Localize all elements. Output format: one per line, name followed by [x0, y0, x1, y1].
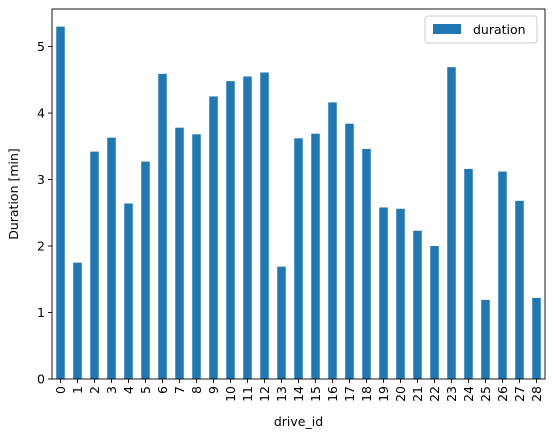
- x-tick-label: 17: [342, 386, 357, 402]
- x-tick-label: 18: [359, 386, 374, 402]
- x-tick-label: 15: [308, 386, 323, 402]
- bar-12: [260, 72, 269, 379]
- x-tick-label: 16: [325, 386, 340, 402]
- legend-label: duration: [473, 22, 526, 37]
- x-tick-label: 1: [70, 386, 85, 394]
- x-axis-label: drive_id: [274, 414, 323, 429]
- bar-8: [192, 134, 201, 379]
- x-tick-label: 6: [155, 386, 170, 394]
- bar-10: [226, 81, 235, 379]
- x-tick-label: 7: [172, 386, 187, 394]
- bar-26: [498, 171, 507, 379]
- bar-21: [413, 230, 422, 379]
- y-tick-label: 4: [37, 106, 45, 121]
- legend-swatch: [433, 24, 461, 34]
- bars-group: [56, 26, 541, 380]
- x-tick-label: 22: [427, 386, 442, 402]
- bar-4: [124, 203, 133, 379]
- y-tick-label: 3: [37, 172, 45, 187]
- x-tick-label: 14: [291, 386, 306, 402]
- y-axis-label: Duration [min]: [6, 148, 21, 240]
- bar-15: [311, 133, 320, 379]
- x-tick-label: 13: [274, 386, 289, 402]
- x-tick-label: 21: [410, 386, 425, 402]
- bar-14: [294, 138, 303, 379]
- x-tick-label: 12: [257, 386, 272, 402]
- x-tick-label: 20: [393, 386, 408, 402]
- bar-23: [447, 67, 456, 380]
- bar-27: [515, 200, 524, 379]
- x-tick-label: 2: [87, 386, 102, 394]
- x-tick-label: 4: [121, 386, 136, 394]
- y-tick-label: 1: [37, 305, 45, 320]
- bar-0: [56, 26, 65, 379]
- y-tick-label: 0: [37, 372, 45, 387]
- y-tick-label: 2: [37, 239, 45, 254]
- bar-28: [532, 297, 541, 379]
- x-tick-label: 8: [189, 386, 204, 394]
- bar-13: [277, 266, 286, 379]
- bar-18: [362, 148, 371, 379]
- plot-frame: [51, 8, 546, 380]
- legend-box: [424, 15, 538, 44]
- bar-3: [107, 137, 116, 379]
- bar-1: [73, 262, 82, 379]
- bar-20: [396, 208, 405, 379]
- x-tick-label: 11: [240, 386, 255, 402]
- x-tick-label: 23: [444, 386, 459, 402]
- x-tick-label: 24: [461, 386, 476, 402]
- x-tick-label: 10: [223, 386, 238, 402]
- x-tick-label: 25: [478, 386, 493, 402]
- legend: duration: [424, 15, 538, 44]
- bar-7: [175, 127, 184, 379]
- x-axis-ticks: 0 1 2 3 4 5 6 7 8 9 10 11 12 13 14 15 16 17 18 19 20 21 22 23 24…: [53, 379, 544, 402]
- x-tick-label: 27: [512, 386, 527, 402]
- x-tick-label: 9: [206, 386, 221, 394]
- bar-16: [328, 102, 337, 380]
- x-tick-label: 5: [138, 386, 153, 394]
- y-axis-ticks: 0 1 2 3 4 5: [37, 39, 52, 387]
- bar-19: [379, 207, 388, 379]
- x-tick-label: 28: [529, 386, 544, 402]
- x-tick-label: 19: [376, 386, 391, 402]
- bar-6: [158, 73, 167, 379]
- bar-17: [345, 123, 354, 379]
- bar-5: [141, 161, 150, 379]
- bar-11: [243, 76, 252, 379]
- bar-24: [464, 168, 473, 379]
- y-tick-label: 5: [37, 39, 45, 54]
- bar-25: [481, 299, 490, 379]
- bar-9: [209, 96, 218, 380]
- x-tick-label: 3: [104, 386, 119, 394]
- bar-2: [90, 151, 99, 379]
- x-tick-label: 0: [53, 386, 68, 394]
- bar-22: [430, 246, 439, 379]
- x-tick-label: 26: [495, 386, 510, 402]
